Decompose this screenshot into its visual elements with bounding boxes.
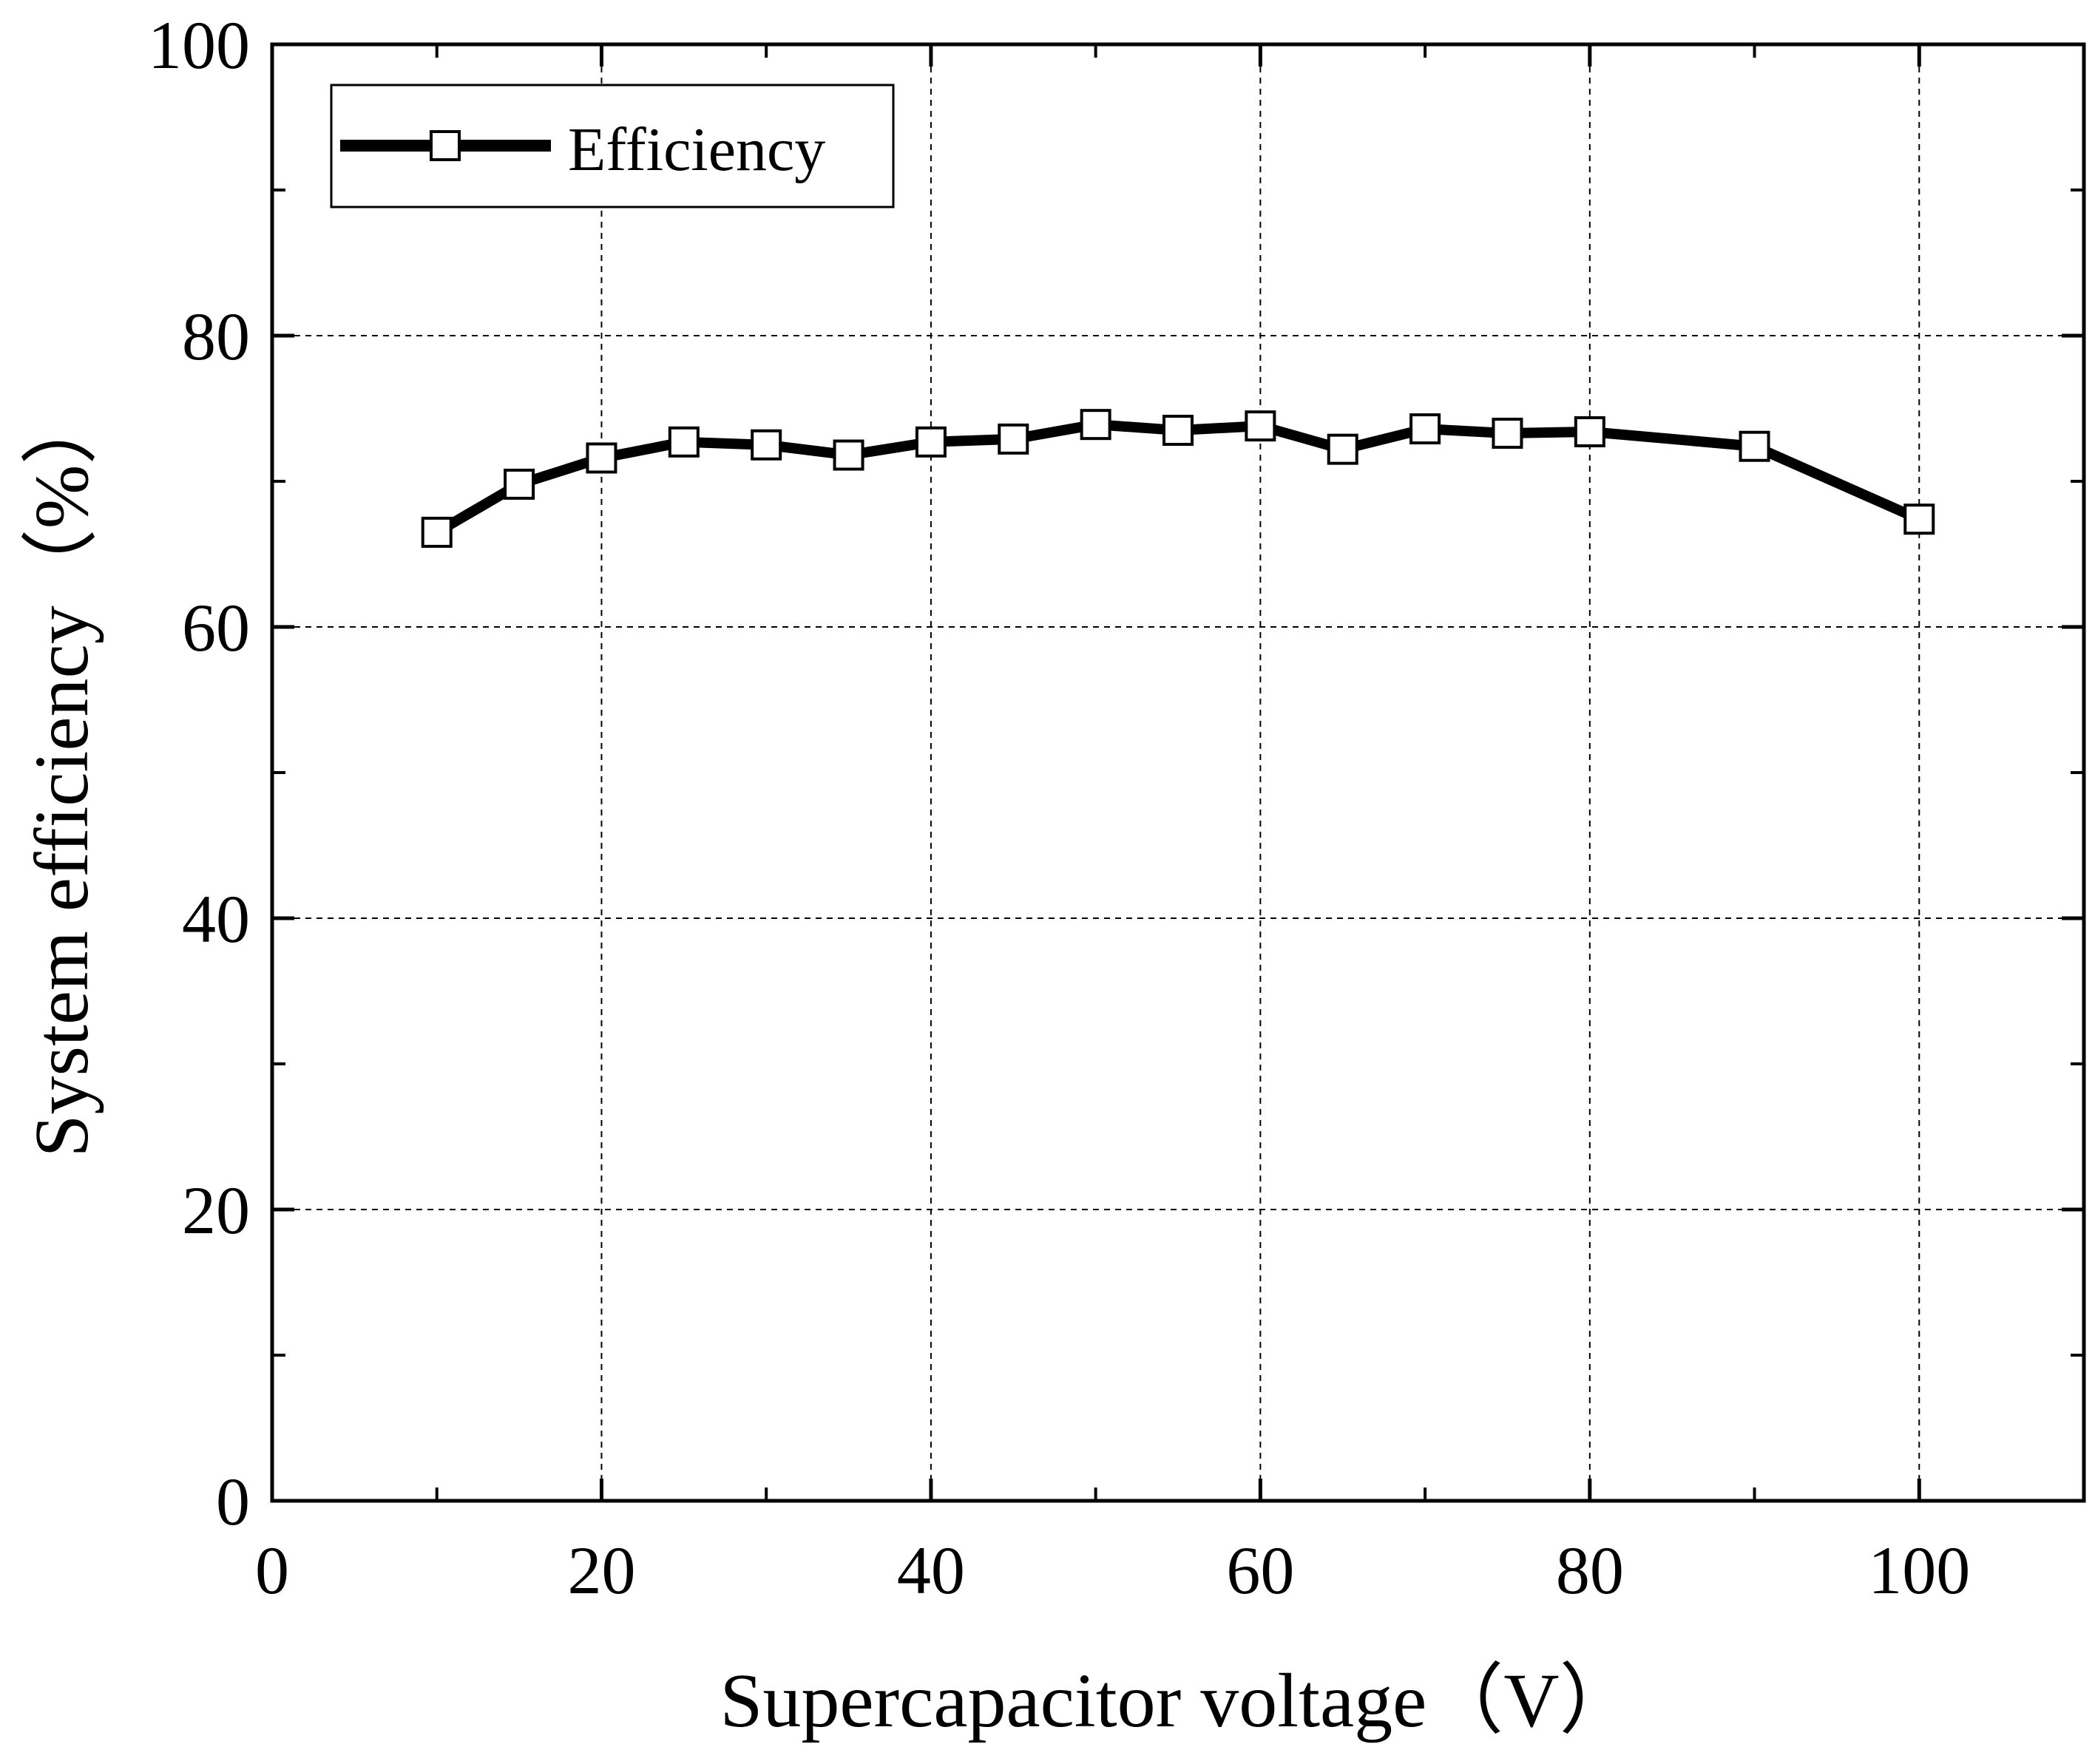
data-point-marker xyxy=(998,423,1029,455)
y-tick-label-60: 60 xyxy=(182,590,250,665)
data-point-marker xyxy=(1903,503,1935,535)
data-point-marker xyxy=(421,516,453,548)
data-point-marker xyxy=(1162,415,1194,447)
x-tick-label-40: 40 xyxy=(897,1533,965,1608)
x-tick-label-0: 0 xyxy=(255,1533,289,1608)
data-point-marker xyxy=(1327,433,1358,465)
legend: Efficiency xyxy=(330,84,895,208)
data-point-marker xyxy=(1245,410,1276,442)
x-tick-label-80: 80 xyxy=(1556,1533,1624,1608)
y-tick-label-0: 0 xyxy=(216,1464,250,1539)
data-point-marker xyxy=(586,442,617,474)
tick-labels: 0 20 40 60 80 100 0 20 40 60 80 100 xyxy=(148,7,1970,1608)
x-tick-label-60: 60 xyxy=(1226,1533,1294,1608)
data-point-marker xyxy=(915,426,947,458)
x-axis-title: Supercapacitor voltage（V） xyxy=(720,1658,1637,1743)
series-efficiency xyxy=(421,409,1935,548)
grid-lines xyxy=(272,44,2084,1501)
data-point-marker xyxy=(668,426,700,458)
y-tick-label-40: 40 xyxy=(182,881,250,957)
data-point-marker xyxy=(1409,413,1441,445)
x-tick-label-20: 20 xyxy=(567,1533,635,1608)
plot-area-frame xyxy=(270,42,2086,1503)
data-point-marker xyxy=(833,439,864,471)
data-point-marker xyxy=(1080,409,1111,441)
data-point-marker xyxy=(1739,430,1770,462)
legend-label: Efficiency xyxy=(568,115,825,184)
x-tick-label-100: 100 xyxy=(1868,1533,1970,1608)
data-point-marker xyxy=(1492,417,1523,449)
y-tick-label-20: 20 xyxy=(182,1173,250,1248)
data-point-marker xyxy=(751,429,782,461)
y-tick-label-100: 100 xyxy=(148,7,250,83)
y-tick-label-80: 80 xyxy=(182,299,250,374)
legend-marker-square xyxy=(430,130,461,161)
axis-ticks xyxy=(270,42,2085,1503)
data-point-marker xyxy=(504,468,535,500)
data-point-marker xyxy=(1574,416,1605,448)
y-axis-title: System efficiency（%） xyxy=(19,388,104,1158)
